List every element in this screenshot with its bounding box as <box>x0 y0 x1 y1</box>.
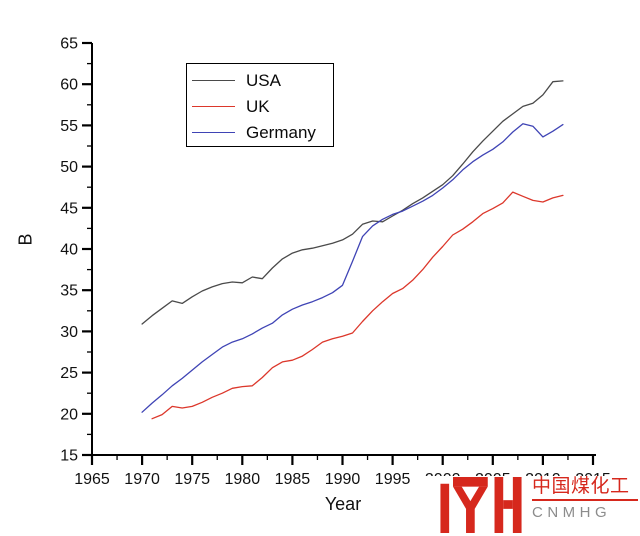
x-tick-label: 1965 <box>74 471 110 488</box>
y-tick-label: 20 <box>60 406 78 423</box>
axes <box>91 43 596 456</box>
x-axis-title: Year <box>324 494 362 514</box>
legend-line-sample-uk <box>192 105 235 107</box>
series-line-germany <box>141 123 564 413</box>
y-tick-label: 30 <box>60 324 78 341</box>
legend-item-usa: USA <box>187 67 333 93</box>
series-line-uk <box>151 191 564 420</box>
y-tick-label: 60 <box>60 77 78 94</box>
y-tick-label: 50 <box>60 159 78 176</box>
x-tick-label: 1970 <box>124 471 160 488</box>
x-tick-label: 1980 <box>225 471 261 488</box>
legend-line-sample-usa <box>192 79 235 81</box>
y-tick-label: 45 <box>60 200 78 217</box>
y-tick-label: 40 <box>60 242 78 259</box>
legend-label: USA <box>246 70 281 90</box>
x-tick-label: 1990 <box>325 471 361 488</box>
y-tick-label: 55 <box>60 118 78 135</box>
watermark-company-name: 中国煤化工 <box>532 476 630 497</box>
cnmhg-logo-icon <box>440 477 522 533</box>
legend-label: Germany <box>246 122 316 142</box>
series-line-usa <box>141 80 564 325</box>
y-tick-label: 15 <box>60 448 78 465</box>
x-tick-label: 1995 <box>375 471 411 488</box>
y-tick-label: 65 <box>60 36 78 53</box>
x-tick-label: 1975 <box>174 471 210 488</box>
x-tick-label: 1985 <box>275 471 311 488</box>
y-axis-title: B <box>15 233 36 246</box>
legend-item-germany: Germany <box>187 119 333 145</box>
watermark-divider <box>532 499 638 501</box>
legend-line-sample-germany <box>192 131 235 133</box>
legend-label: UK <box>246 96 270 116</box>
y-tick-label: 25 <box>60 365 78 382</box>
legend-item-uk: UK <box>187 93 333 119</box>
watermark-abbreviation: CNMHG <box>532 504 612 521</box>
y-tick-label: 35 <box>60 283 78 300</box>
legend: USA UK Germany <box>186 63 334 147</box>
watermark-logo: 中国煤化工 CNMHG <box>410 476 640 536</box>
